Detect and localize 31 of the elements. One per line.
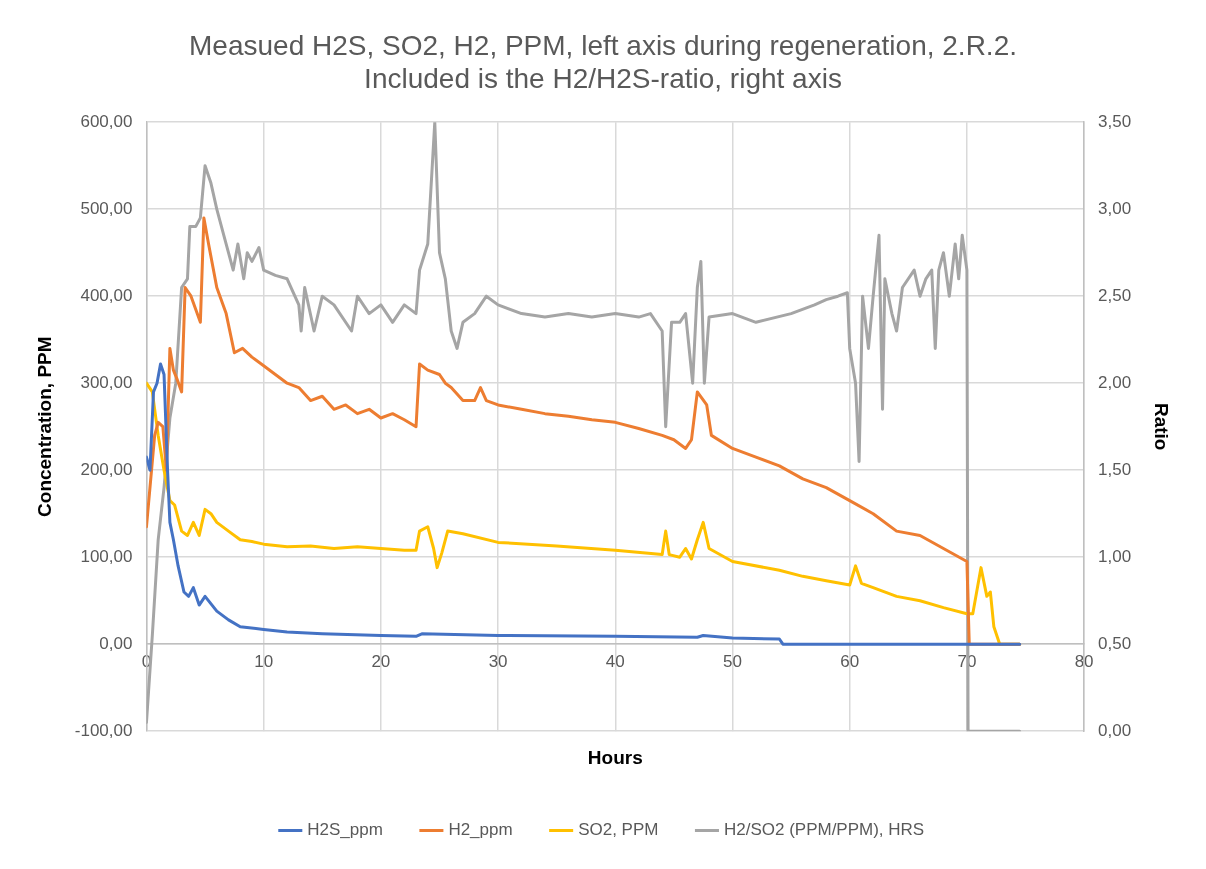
x-tick-label: 10	[254, 652, 274, 672]
y2-tick-label: 1,50	[1098, 459, 1132, 479]
y-tick-label: 600,00	[80, 111, 133, 131]
y2-tick-label: 0,00	[1098, 720, 1132, 740]
y-tick-label: 200,00	[80, 459, 133, 479]
y-tick-label: 400,00	[80, 285, 133, 305]
x-tick-label: 80	[1074, 652, 1094, 672]
x-tick-label: 20	[371, 652, 391, 672]
y2-tick-label: 3,50	[1098, 111, 1132, 131]
y-axis-title: Concentration, PPM	[33, 336, 55, 517]
y-tick-label: 0,00	[99, 633, 133, 653]
y-tick-label: 300,00	[80, 372, 133, 392]
x-tick-label: 60	[840, 652, 860, 672]
legend-label: SO2, PPM	[578, 820, 659, 840]
y2-tick-label: 2,00	[1098, 372, 1132, 392]
y-tick-label: 100,00	[80, 546, 133, 566]
x-tick-label: 40	[605, 652, 625, 672]
y-tick-label: -100,00	[74, 720, 133, 740]
legend-label: H2S_ppm	[307, 820, 383, 840]
y2-tick-label: 0,50	[1098, 633, 1132, 653]
x-axis-title: Hours	[587, 746, 643, 768]
chart-title: Measued H2S, SO2, H2, PPM, left axis during regeneration, 2.R.2. Included is the H2/H2S-ratio, right axis	[189, 29, 1017, 95]
legend-label: H2_ppm	[448, 820, 513, 840]
legend-label: H2/SO2 (PPM/PPM), HRS	[723, 820, 925, 840]
y2-tick-label: 3,00	[1098, 198, 1132, 218]
y2-tick-label: 1,00	[1098, 546, 1132, 566]
x-tick-label: 50	[723, 652, 742, 672]
y2-tick-label: 2,50	[1098, 285, 1132, 305]
x-tick-label: 30	[488, 652, 508, 672]
y2-axis-title: Ratio	[1151, 402, 1173, 451]
y-tick-label: 500,00	[80, 198, 133, 218]
